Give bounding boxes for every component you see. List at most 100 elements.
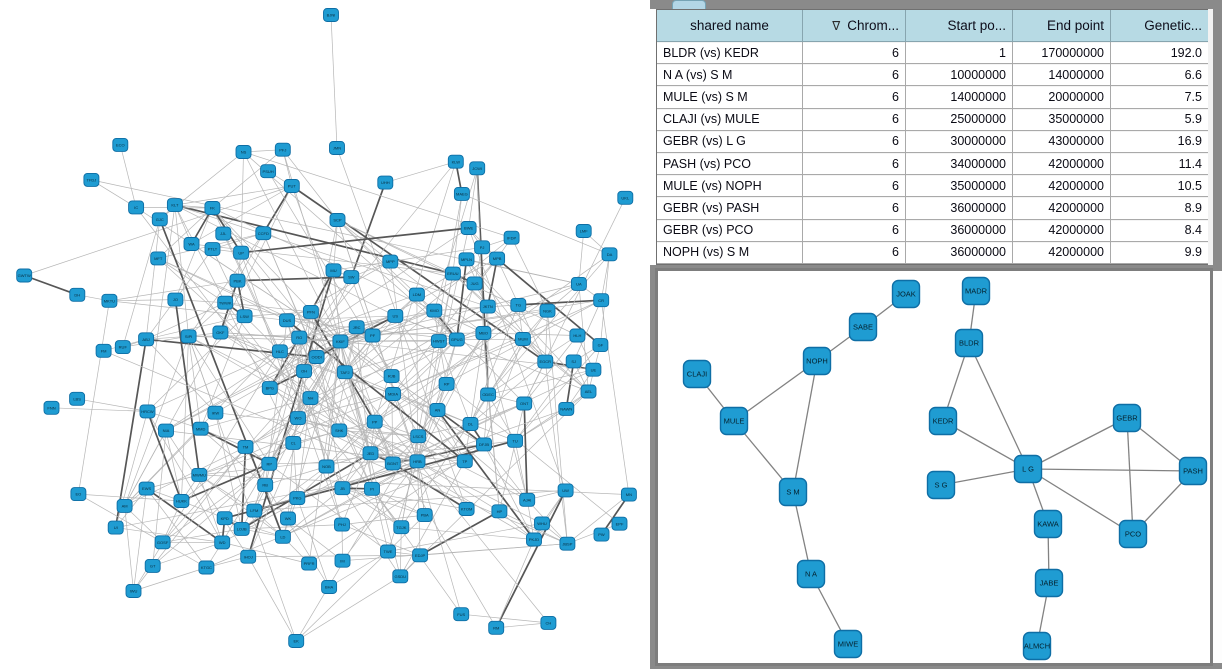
overview-node[interactable]: MU: [325, 263, 342, 278]
detail-node-pash[interactable]: PASH: [1178, 456, 1208, 486]
overview-node[interactable]: ODEC: [480, 387, 497, 402]
overview-node[interactable]: UE: [585, 362, 602, 377]
overview-node[interactable]: WA: [183, 237, 200, 251]
overview-node[interactable]: DUS: [279, 313, 295, 328]
overview-node[interactable]: LMF: [575, 224, 592, 238]
overview-node[interactable]: ERUU: [444, 266, 461, 281]
table-cell[interactable]: 14000000: [906, 86, 1013, 109]
overview-node[interactable]: PKG: [289, 491, 306, 506]
overview-node[interactable]: SW: [343, 270, 360, 285]
overview-node[interactable]: RUF: [114, 340, 131, 355]
table-cell[interactable]: 8.9: [1111, 197, 1209, 220]
detail-node-jabe[interactable]: JABE: [1034, 568, 1064, 598]
table-row[interactable]: MULE (vs) S M 6 14000000 20000000 7.5: [657, 86, 1209, 109]
table-cell[interactable]: 6: [803, 42, 906, 65]
detail-node-mule[interactable]: MULE: [719, 406, 749, 436]
table-cell[interactable]: 9.9: [1111, 241, 1209, 264]
detail-node-gebr[interactable]: GEBR: [1112, 403, 1142, 433]
table-cell[interactable]: 10000000: [906, 64, 1013, 87]
overview-node[interactable]: PJ: [474, 240, 491, 255]
overview-node[interactable]: WHU: [534, 516, 550, 531]
overview-node[interactable]: UA: [570, 276, 587, 291]
overview-node[interactable]: BHA: [321, 580, 338, 594]
detail-node-s-m[interactable]: S M: [778, 477, 808, 507]
overview-node[interactable]: HRCW: [139, 404, 156, 419]
table-cell[interactable]: CLAJI (vs) MULE: [657, 108, 803, 131]
overview-node[interactable]: DL: [462, 417, 479, 431]
overview-node[interactable]: PTLT: [204, 242, 221, 257]
table-cell[interactable]: 6: [803, 152, 906, 176]
table-cell[interactable]: 192.0: [1111, 42, 1209, 65]
overview-node[interactable]: KTGC: [198, 560, 215, 575]
table-cell[interactable]: 7.5: [1111, 86, 1209, 109]
overview-node[interactable]: BJNI: [323, 8, 339, 22]
overview-node[interactable]: GT: [144, 558, 161, 573]
overview-node[interactable]: JO: [167, 292, 184, 307]
table-cell[interactable]: 6: [803, 197, 906, 220]
table-cell[interactable]: 6: [803, 130, 906, 153]
overview-node[interactable]: JED: [362, 446, 379, 461]
overview-node[interactable]: MPB: [489, 251, 506, 266]
overview-node[interactable]: KKIF: [332, 334, 349, 349]
overview-node[interactable]: NH: [302, 391, 319, 406]
overview-node[interactable]: FM: [95, 343, 112, 358]
table-cell[interactable]: 43000000: [1013, 130, 1111, 153]
overview-network-svg[interactable]: BJNI JMN GSDU EWS KTOM EDJP FUS LOJB HRB WO TWE DFJ…: [0, 0, 650, 669]
detail-node-joak[interactable]: JOAK: [891, 279, 921, 309]
overview-node[interactable]: HLC: [271, 344, 288, 359]
table-cell[interactable]: 42000000: [1013, 175, 1111, 198]
overview-node[interactable]: BPG: [261, 381, 278, 396]
overview-node[interactable]: ONT: [516, 396, 533, 411]
overview-node[interactable]: NS: [235, 145, 252, 159]
table-row[interactable]: MULE (vs) NOPH 6 35000000 42000000 10.5: [657, 175, 1209, 198]
overview-node[interactable]: DH: [69, 287, 86, 302]
table-cell[interactable]: 35000000: [906, 175, 1013, 198]
overview-node[interactable]: BWE: [460, 221, 477, 235]
table-cell[interactable]: 30000000: [906, 130, 1013, 153]
detail-node-miwe[interactable]: MIWE: [833, 629, 863, 659]
detail-node-s-g[interactable]: S G: [926, 470, 956, 500]
overview-node[interactable]: TGJK: [393, 520, 410, 535]
overview-node[interactable]: TG: [510, 297, 527, 312]
overview-node[interactable]: IM: [334, 553, 351, 568]
overview-node[interactable]: NGK: [539, 303, 556, 318]
table-cell[interactable]: 5.9: [1111, 108, 1209, 131]
overview-node[interactable]: GJC: [151, 212, 168, 227]
overview-node[interactable]: WK: [280, 511, 296, 526]
table-cell[interactable]: GEBR (vs) PCO: [657, 219, 803, 242]
overview-node[interactable]: PFJ: [274, 142, 291, 157]
overview-node[interactable]: WD: [214, 535, 231, 550]
column-header-4[interactable]: Genetic...: [1111, 10, 1209, 42]
overview-node[interactable]: TM: [237, 439, 254, 454]
overview-node[interactable]: LBS: [69, 391, 86, 406]
overview-node[interactable]: JUG: [466, 276, 483, 291]
table-cell[interactable]: 42000000: [1013, 219, 1111, 242]
overview-node[interactable]: RP: [261, 456, 278, 471]
table-row[interactable]: GEBR (vs) L G 6 30000000 43000000 16.9: [657, 130, 1209, 153]
overview-node[interactable]: JRC: [348, 320, 365, 335]
overview-node[interactable]: LDM: [408, 287, 425, 302]
overview-node[interactable]: SHK: [331, 423, 348, 438]
overview-node[interactable]: EDJP: [412, 548, 429, 563]
overview-node[interactable]: UI: [107, 520, 124, 535]
detail-network-svg[interactable]: JOAK SABE NOPH CLAJI MULE S M N A MIWE MADR BLDR K…: [658, 271, 1210, 663]
table-row[interactable]: BLDR (vs) KEDR 6 1 170000000 192.0: [657, 42, 1209, 65]
table-cell[interactable]: 6: [803, 219, 906, 242]
overview-node[interactable]: MKTU: [101, 293, 118, 308]
overview-node[interactable]: HUKK: [173, 494, 190, 508]
table-row[interactable]: GEBR (vs) PCO 6 36000000 42000000 8.4: [657, 219, 1209, 242]
overview-node[interactable]: MBO: [475, 326, 492, 340]
overview-node[interactable]: KPD: [216, 511, 233, 526]
overview-node[interactable]: TFDJ: [83, 172, 100, 187]
overview-node[interactable]: ECO: [112, 137, 129, 152]
detail-node-bldr[interactable]: BLDR: [954, 328, 984, 358]
overview-node[interactable]: PP: [366, 414, 383, 429]
overview-node[interactable]: JB: [334, 481, 351, 496]
overview-node[interactable]: FNN: [43, 400, 60, 415]
table-cell[interactable]: GEBR (vs) PASH: [657, 197, 803, 220]
overview-node[interactable]: EPF: [611, 516, 628, 531]
overview-node[interactable]: PF: [364, 328, 381, 343]
table-cell[interactable]: 10.5: [1111, 175, 1209, 198]
overview-node[interactable]: GSDU: [392, 569, 409, 584]
overview-node[interactable]: KTOM: [458, 502, 475, 516]
